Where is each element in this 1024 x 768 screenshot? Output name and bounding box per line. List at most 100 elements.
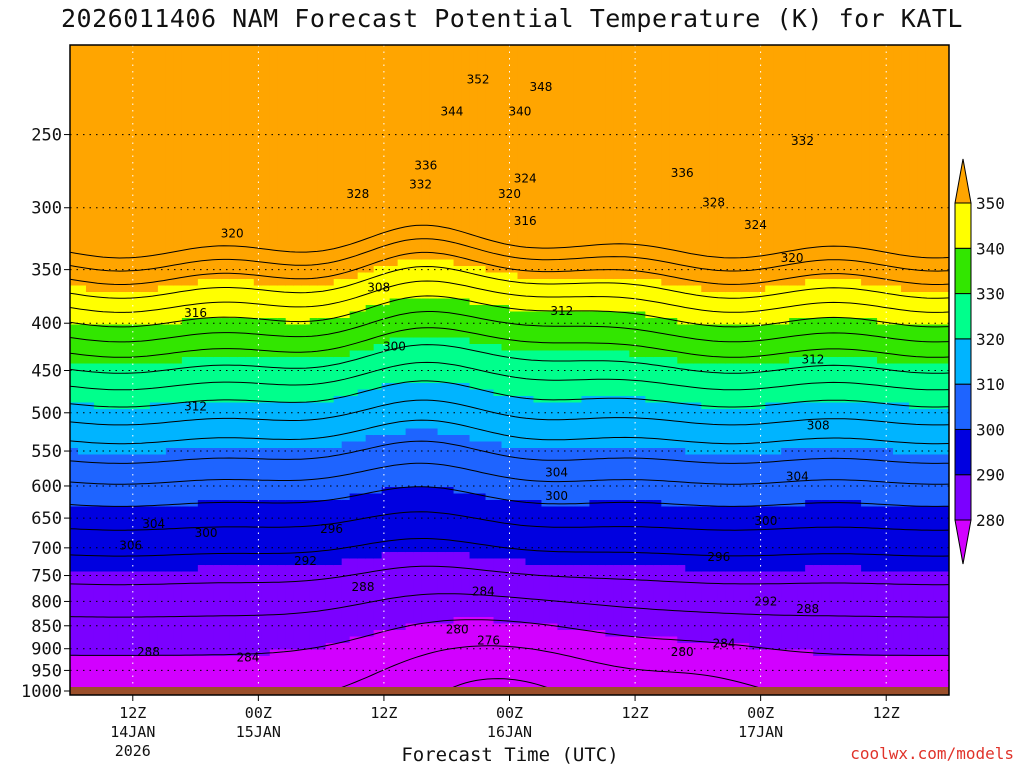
band-cell [237,350,247,358]
band-cell [389,220,399,228]
band-cell [117,311,127,319]
band-cell [213,643,223,651]
band-cell [301,558,311,566]
band-cell [77,318,87,326]
band-cell [413,350,423,358]
band-cell [157,77,167,85]
band-cell [149,415,159,423]
band-cell [181,142,191,150]
band-cell [205,266,215,274]
band-cell [261,162,271,170]
band-cell [301,266,311,274]
band-cell [133,597,143,605]
band-cell [253,77,263,85]
band-cell [333,617,343,625]
band-cell [453,337,463,345]
band-cell [301,350,311,358]
band-cell [205,506,215,514]
band-cell [269,656,279,664]
band-cell [133,409,143,417]
band-cell [141,649,151,657]
band-cell [397,155,407,163]
band-cell [357,77,367,85]
band-cell [373,500,383,508]
band-cell [221,58,231,66]
band-cell [317,168,327,176]
band-cell [293,207,303,215]
band-cell [277,480,287,488]
band-cell [301,142,311,150]
band-cell [149,604,159,612]
band-cell [389,623,399,631]
band-cell [133,467,143,475]
band-cell [253,201,263,209]
band-cell [205,448,215,456]
band-cell [317,214,327,222]
band-cell [373,682,383,690]
band-cell [445,84,455,92]
band-cell [293,428,303,436]
band-cell [389,266,399,274]
band-cell [389,610,399,618]
band-cell [389,584,399,592]
band-cell [317,487,327,495]
band-cell [317,344,327,352]
band-cell [189,246,199,254]
band-cell [85,630,95,638]
band-cell [85,194,95,202]
band-cell [165,344,175,352]
band-cell [413,669,423,677]
band-cell [197,506,207,514]
band-cell [453,181,463,189]
band-cell [245,129,255,137]
band-cell [70,461,79,469]
band-cell [341,669,351,677]
band-cell [181,402,191,410]
band-cell [149,142,159,150]
band-cell [421,116,431,124]
band-cell [397,493,407,501]
band-cell [229,292,239,300]
band-cell [213,376,223,384]
band-cell [269,487,279,495]
band-cell [70,370,79,378]
band-cell [285,45,295,53]
band-cell [109,604,119,612]
band-cell [405,532,415,540]
band-cell [157,370,167,378]
band-cell [117,123,127,131]
band-cell [325,246,335,254]
band-cell [421,214,431,222]
band-cell [237,545,247,553]
band-cell [445,162,455,170]
band-cell [269,519,279,527]
band-cell [381,474,391,482]
band-cell [181,214,191,222]
band-cell [309,110,319,118]
band-cell [125,454,135,462]
band-cell [149,311,159,319]
band-cell [77,103,87,111]
band-cell [445,188,455,196]
band-cell [461,162,471,170]
band-cell [325,292,335,300]
band-cell [221,630,231,638]
band-cell [77,363,87,371]
band-cell [341,474,351,482]
band-cell [413,519,423,527]
band-cell [421,578,431,586]
band-cell [181,370,191,378]
band-cell [285,331,295,339]
band-cell [173,227,183,235]
band-cell [133,656,143,664]
band-cell [405,90,415,98]
band-cell [381,220,391,228]
band-cell [333,116,343,124]
band-cell [149,669,159,677]
band-cell [237,233,247,241]
band-cell [381,149,391,157]
band-cell [245,181,255,189]
band-cell [237,636,247,644]
band-cell [149,370,159,378]
band-cell [245,376,255,384]
